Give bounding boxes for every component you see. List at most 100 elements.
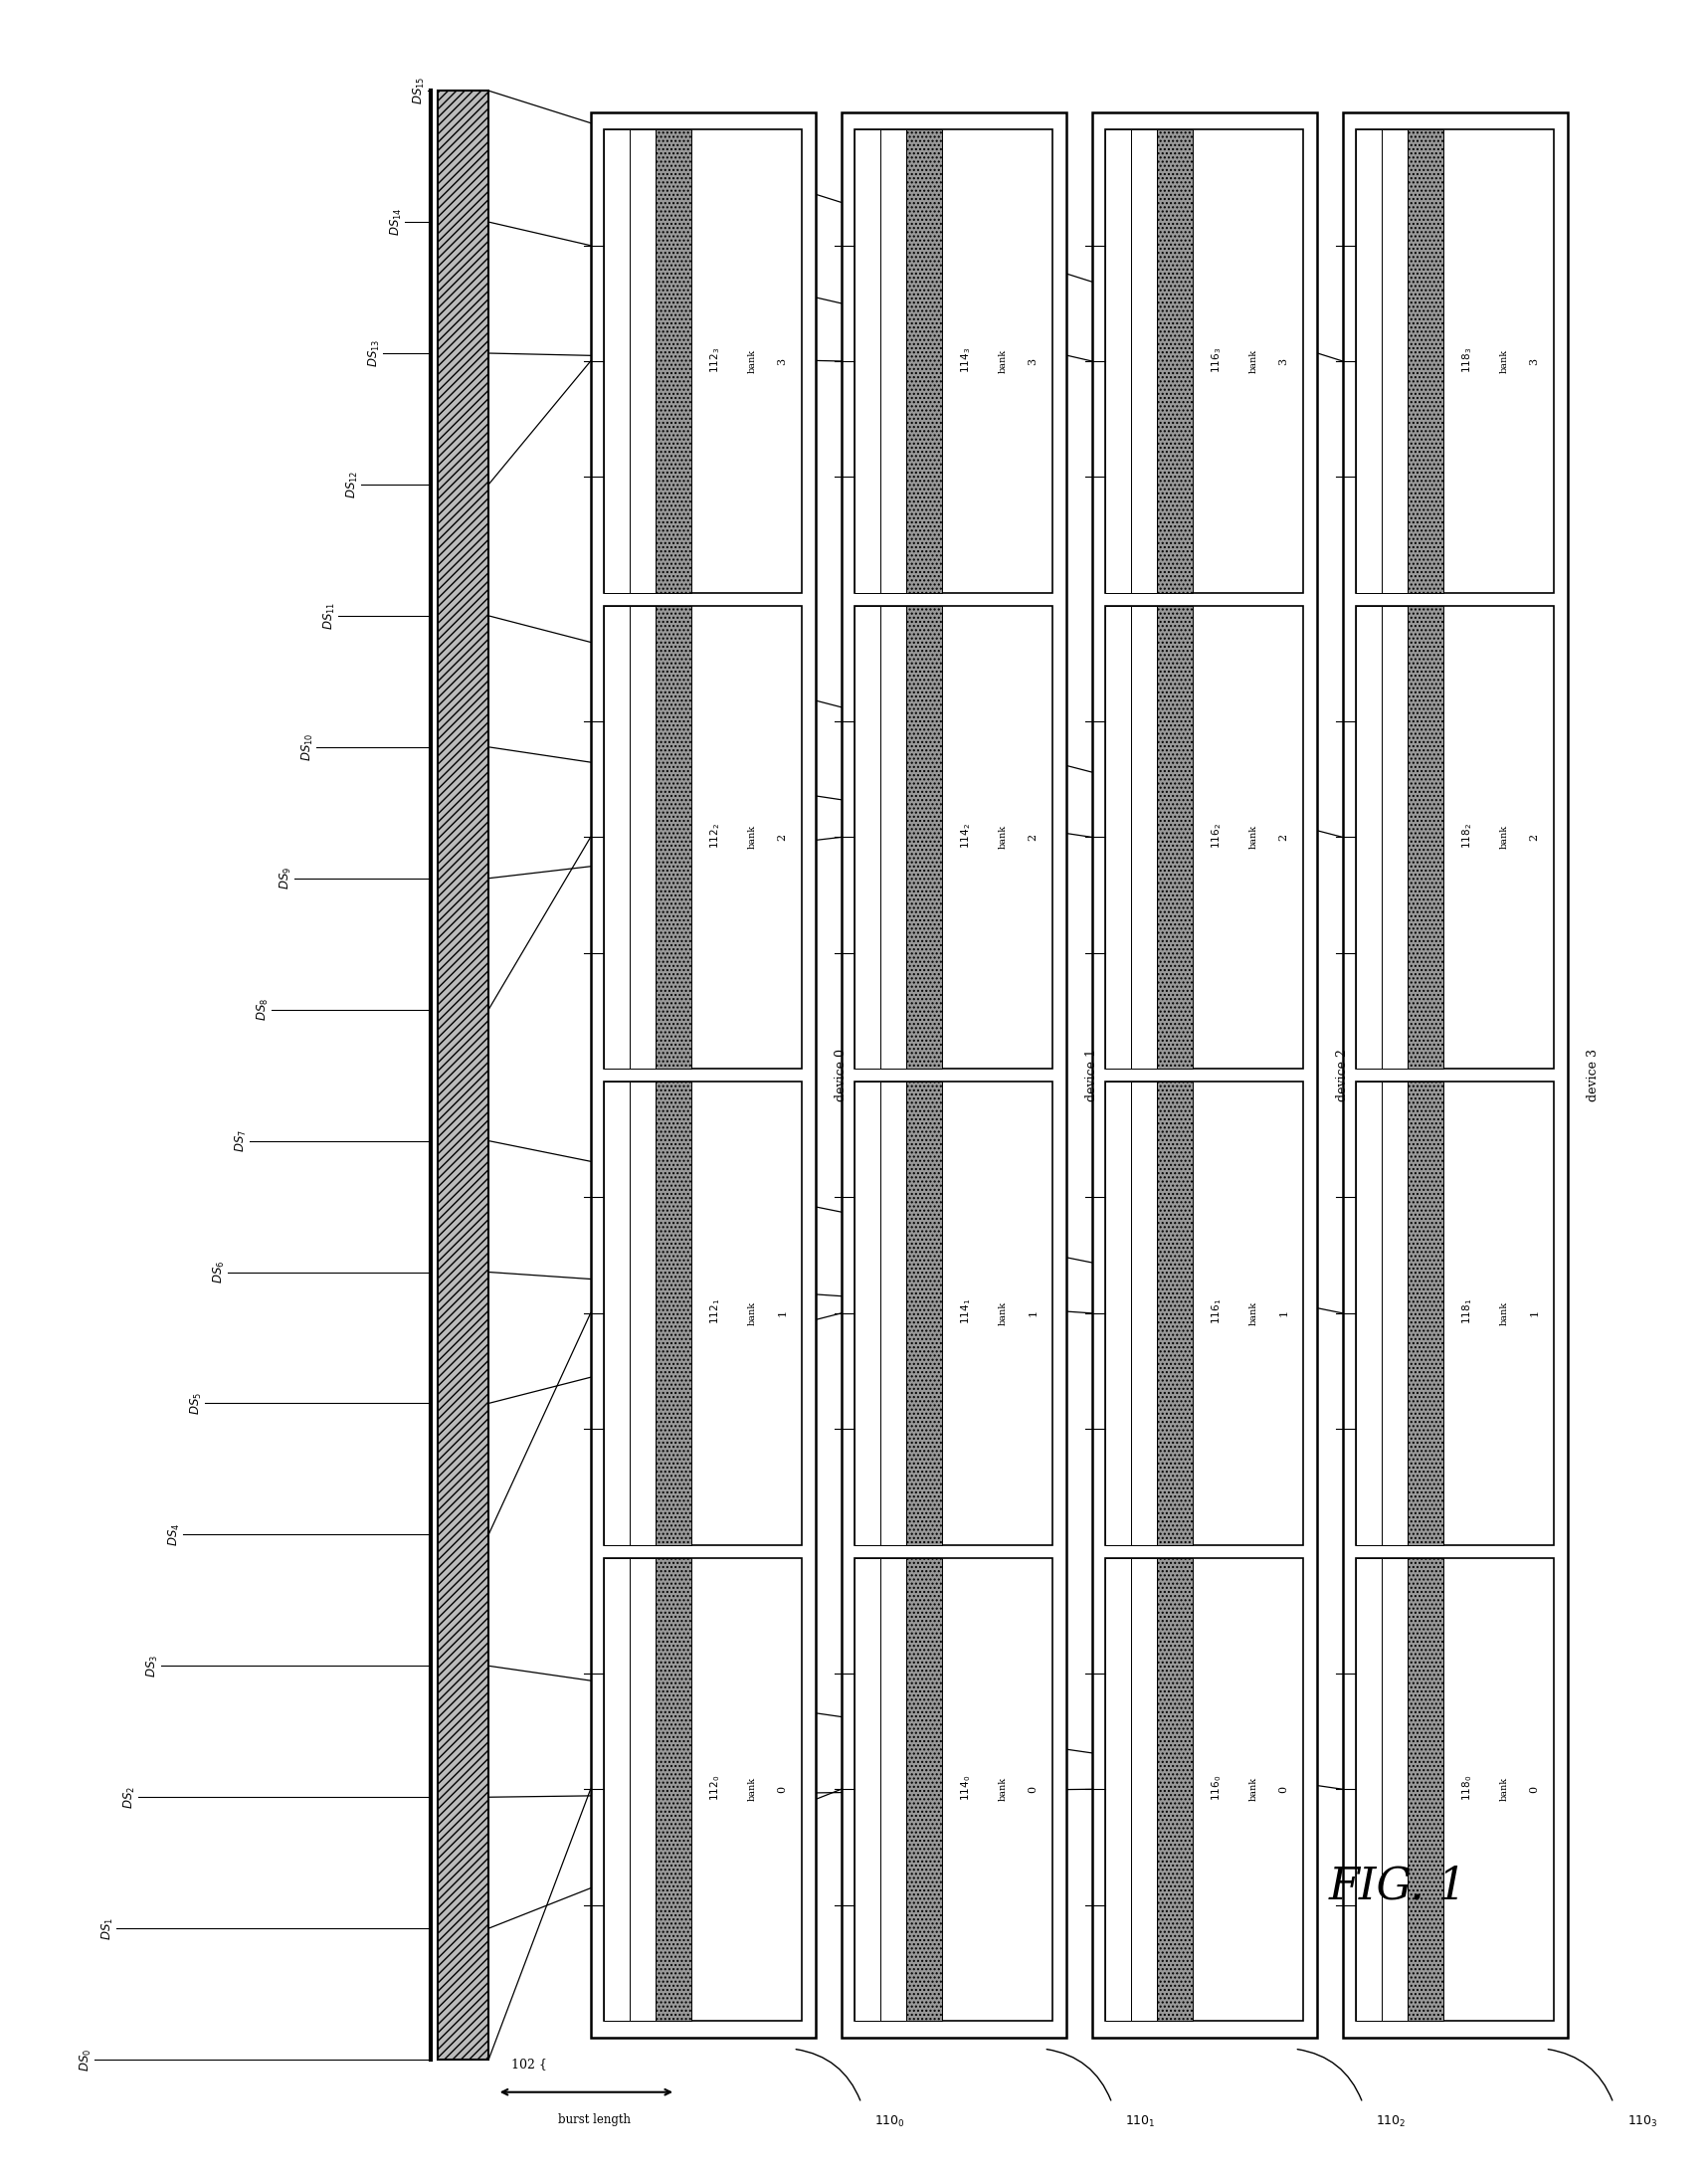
Text: bank: bank: [748, 825, 757, 849]
Bar: [1382, 130, 1407, 593]
Text: bank: bank: [1249, 825, 1259, 849]
Bar: [1131, 1082, 1156, 1544]
Text: device 3: device 3: [1587, 1049, 1600, 1101]
Bar: [656, 1557, 692, 2020]
Text: 1: 1: [1028, 1310, 1038, 1316]
Bar: [630, 130, 656, 593]
Text: $\ 114_{1}$: $\ 114_{1}$: [960, 1299, 974, 1327]
Text: $110_{2}$: $110_{2}$: [1377, 2113, 1407, 2129]
Bar: [1131, 1557, 1156, 2020]
Text: bank: bank: [748, 1301, 757, 1325]
Bar: [854, 130, 881, 593]
Text: $DS_{14}$: $DS_{14}$: [389, 209, 405, 237]
Bar: [854, 1082, 881, 1544]
Bar: [605, 1082, 803, 1544]
Bar: [907, 606, 943, 1069]
Bar: [907, 1082, 943, 1544]
Text: bank: bank: [1500, 350, 1508, 374]
Bar: [437, 91, 488, 2059]
Text: $DS_{1}$: $DS_{1}$: [101, 1918, 116, 1940]
Text: $DS_{11}$: $DS_{11}$: [323, 602, 338, 630]
Bar: [605, 1557, 630, 2020]
Bar: [1382, 1557, 1407, 2020]
Bar: [1356, 130, 1554, 593]
Text: $\ 112_{2}$: $\ 112_{2}$: [709, 823, 722, 851]
Text: 1: 1: [1279, 1310, 1288, 1316]
Bar: [1105, 1557, 1303, 2020]
Text: 3: 3: [777, 358, 787, 365]
Text: $DS_{9}$: $DS_{9}$: [278, 867, 294, 891]
Text: bank: bank: [748, 1777, 757, 1801]
Bar: [1356, 606, 1554, 1069]
Bar: [630, 1082, 656, 1544]
Bar: [854, 606, 1052, 1069]
Text: bank: bank: [1500, 1777, 1508, 1801]
Text: bank: bank: [1500, 1301, 1508, 1325]
Bar: [605, 130, 630, 593]
Bar: [1156, 606, 1192, 1069]
Text: $\ 114_{3}$: $\ 114_{3}$: [960, 348, 974, 376]
Bar: [1091, 113, 1317, 2037]
Bar: [854, 1557, 881, 2020]
Text: $110_{1}$: $110_{1}$: [1126, 2113, 1156, 2129]
Text: 2: 2: [777, 834, 787, 841]
Bar: [1356, 606, 1382, 1069]
Text: $DS_{7}$: $DS_{7}$: [234, 1129, 249, 1153]
Text: $DS_{2}$: $DS_{2}$: [123, 1785, 138, 1809]
Text: $\ 114_{2}$: $\ 114_{2}$: [960, 823, 974, 851]
Bar: [1156, 130, 1192, 593]
Bar: [1156, 1557, 1192, 2020]
Bar: [1342, 113, 1568, 2037]
Bar: [1382, 1082, 1407, 1544]
Bar: [605, 130, 803, 593]
Bar: [1131, 606, 1156, 1069]
Bar: [605, 1557, 803, 2020]
Text: bank: bank: [999, 350, 1008, 374]
Text: $110_{0}$: $110_{0}$: [874, 2113, 905, 2129]
Text: $\ 116_{0}$: $\ 116_{0}$: [1211, 1775, 1225, 1803]
Text: $\ 112_{3}$: $\ 112_{3}$: [709, 348, 722, 376]
Text: 3: 3: [1028, 358, 1038, 365]
Text: $\ 116_{2}$: $\ 116_{2}$: [1211, 823, 1225, 851]
Bar: [656, 1082, 692, 1544]
Text: 0: 0: [1028, 1785, 1038, 1792]
Text: $\ 116_{1}$: $\ 116_{1}$: [1211, 1299, 1225, 1327]
Bar: [907, 130, 943, 593]
Text: bank: bank: [748, 350, 757, 374]
Bar: [1105, 606, 1131, 1069]
Bar: [591, 113, 816, 2037]
Text: bank: bank: [999, 1301, 1008, 1325]
Text: bank: bank: [999, 825, 1008, 849]
Text: 2: 2: [1279, 834, 1288, 841]
Bar: [1105, 130, 1303, 593]
Bar: [1356, 1082, 1382, 1544]
Bar: [881, 1082, 907, 1544]
Bar: [1407, 606, 1443, 1069]
Text: bank: bank: [999, 1777, 1008, 1801]
Text: burst length: burst length: [559, 2113, 630, 2126]
Bar: [854, 1557, 1052, 2020]
Text: $\ 112_{0}$: $\ 112_{0}$: [709, 1775, 722, 1803]
Bar: [1356, 1082, 1554, 1544]
Bar: [1105, 1082, 1131, 1544]
Text: $DS_{4}$: $DS_{4}$: [167, 1523, 183, 1546]
Bar: [1356, 1557, 1554, 2020]
Text: 1: 1: [1529, 1310, 1539, 1316]
Text: device 0: device 0: [835, 1049, 847, 1101]
Bar: [605, 606, 803, 1069]
Bar: [1156, 1082, 1192, 1544]
Text: $DS_{6}$: $DS_{6}$: [212, 1260, 227, 1284]
Bar: [1356, 1557, 1382, 2020]
Bar: [1105, 1557, 1131, 2020]
Text: $\ 112_{1}$: $\ 112_{1}$: [709, 1299, 722, 1327]
Bar: [881, 606, 907, 1069]
Text: $DS_{5}$: $DS_{5}$: [190, 1392, 205, 1414]
Bar: [881, 1557, 907, 2020]
Text: $DS_{15}$: $DS_{15}$: [412, 76, 427, 104]
Text: bank: bank: [1249, 1777, 1259, 1801]
Bar: [907, 1557, 943, 2020]
Text: 102 {: 102 {: [511, 2057, 547, 2070]
Bar: [1356, 130, 1382, 593]
Bar: [1407, 130, 1443, 593]
Text: $\ 118_{0}$: $\ 118_{0}$: [1460, 1775, 1474, 1803]
